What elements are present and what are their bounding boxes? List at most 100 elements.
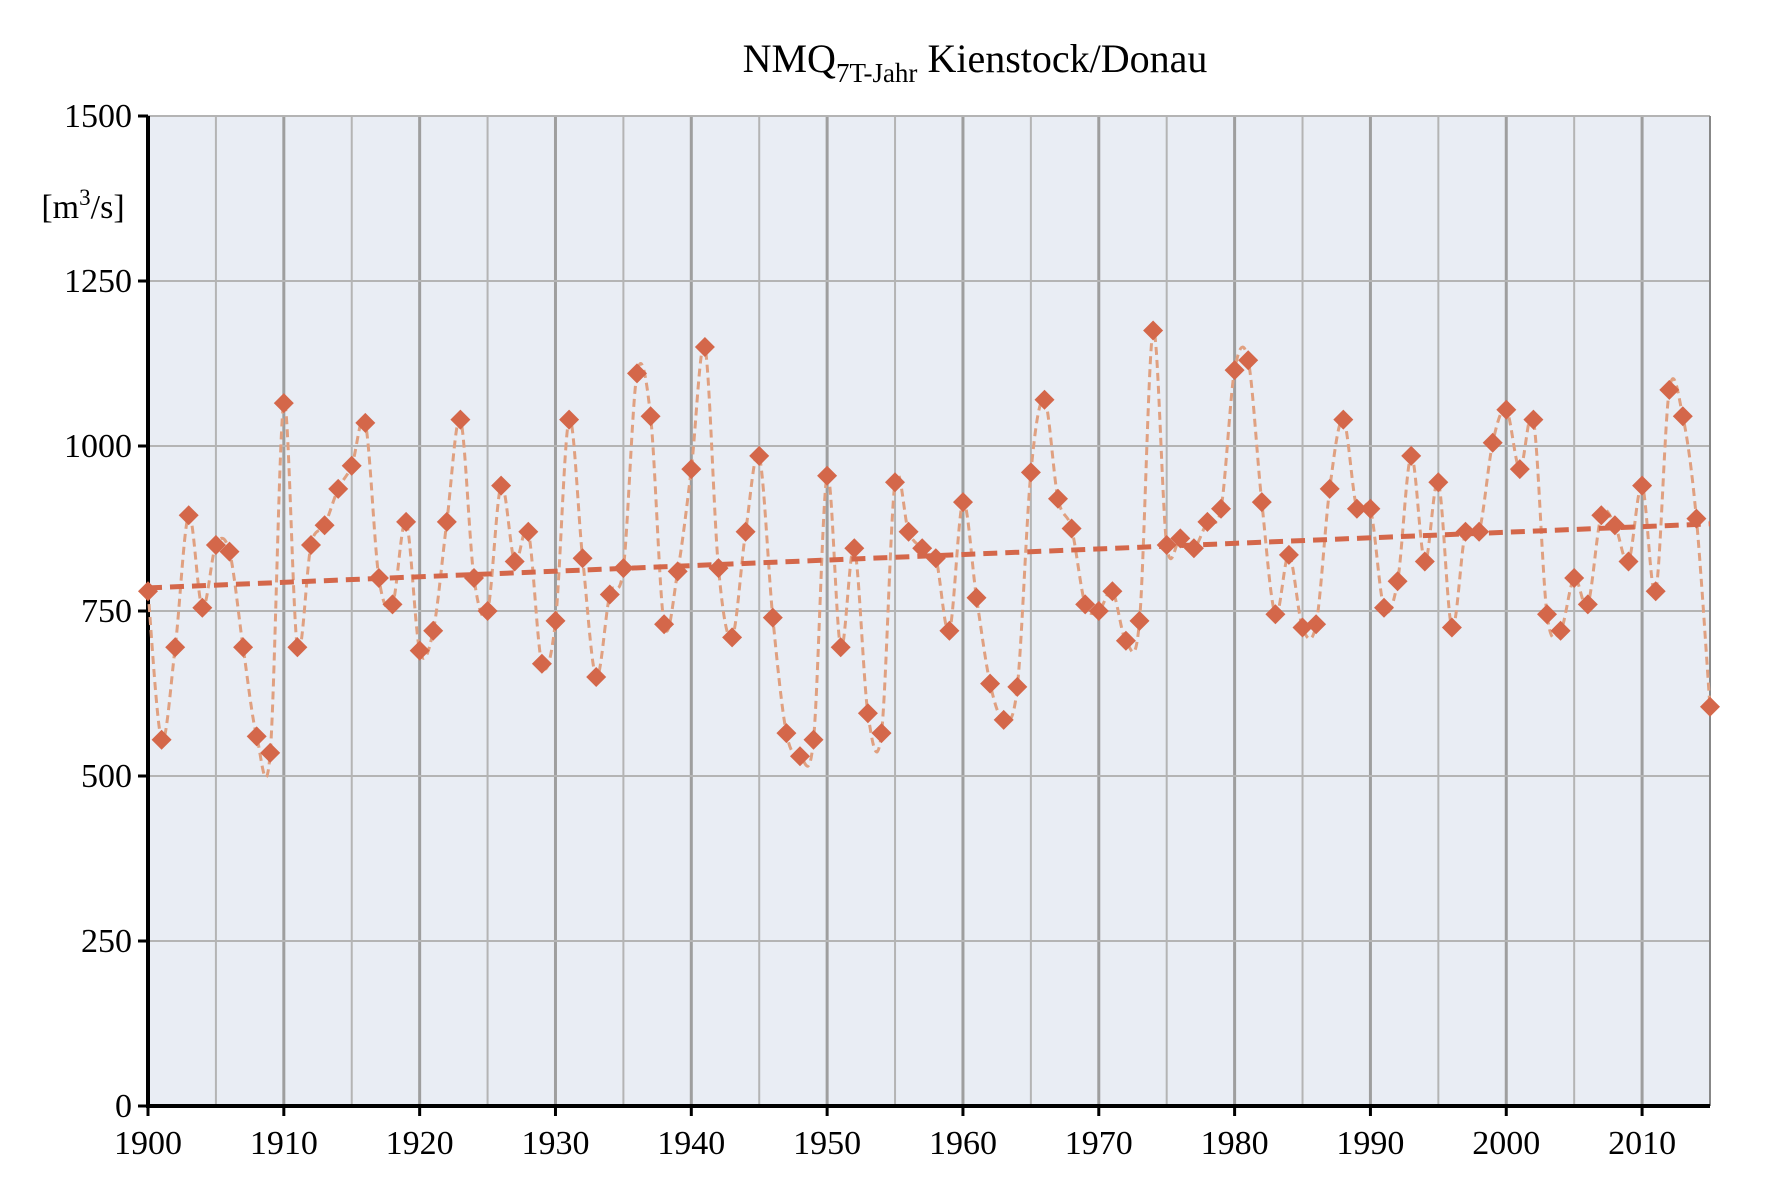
data-point-1940 — [681, 459, 702, 480]
data-point-1963 — [993, 709, 1014, 730]
data-point-1944 — [735, 521, 756, 542]
data-point-2012 — [1659, 379, 1680, 400]
data-point-1935 — [613, 558, 634, 579]
data-point-1978 — [1197, 511, 1218, 532]
data-point-1992 — [1387, 571, 1408, 592]
data-point-2003 — [1537, 604, 1557, 625]
data-point-1989 — [1346, 498, 1367, 519]
y-tick-label-1500: 1500 — [64, 98, 132, 135]
data-point-1924 — [464, 568, 484, 588]
data-point-1974 — [1143, 320, 1164, 341]
data-point-2008 — [1604, 515, 1625, 536]
data-point-1985 — [1292, 617, 1313, 638]
y-tick-label-750: 750 — [81, 593, 132, 630]
data-point-1979 — [1211, 498, 1231, 519]
data-point-1920 — [409, 640, 430, 661]
data-point-1973 — [1129, 610, 1150, 631]
data-point-1961 — [966, 587, 987, 608]
data-point-1960 — [953, 492, 973, 513]
data-point-1929 — [531, 653, 552, 674]
y-tick-label-0: 0 — [115, 1088, 132, 1125]
data-point-1926 — [491, 475, 512, 496]
data-point-1942 — [708, 558, 729, 579]
data-point-1993 — [1401, 445, 1422, 466]
data-point-1917 — [368, 568, 389, 588]
data-point-2010 — [1632, 475, 1653, 496]
y-tick-label-500: 500 — [81, 758, 132, 795]
y-unit-prefix: [m — [41, 189, 79, 226]
x-tick-label-1970: 1970 — [1065, 1125, 1133, 1162]
data-point-1962 — [980, 673, 1001, 694]
x-tick-label-1900: 1900 — [114, 1125, 182, 1162]
data-point-1923 — [450, 409, 471, 430]
data-point-1998 — [1469, 521, 1490, 542]
data-point-1941 — [694, 337, 715, 357]
y-unit-superscript: 3 — [79, 185, 91, 210]
data-point-1951 — [830, 637, 851, 658]
data-point-1933 — [586, 667, 607, 687]
data-point-2005 — [1564, 568, 1585, 588]
data-point-1983 — [1265, 604, 1286, 625]
data-point-1930 — [545, 610, 566, 631]
data-point-1932 — [572, 548, 593, 569]
data-point-1909 — [260, 742, 281, 763]
x-tick-label-2000: 2000 — [1472, 1125, 1540, 1162]
data-point-1990 — [1360, 498, 1381, 519]
x-tick-label-1910: 1910 — [250, 1125, 318, 1162]
data-point-1977 — [1183, 538, 1204, 559]
y-tick-label-1250: 1250 — [64, 263, 132, 300]
chart-title-suffix: Kienstock/Donau — [917, 36, 1207, 81]
data-point-1903 — [178, 505, 199, 526]
data-point-1967 — [1048, 488, 1068, 509]
data-point-1952 — [844, 538, 865, 559]
chart-title-main: NMQ — [743, 36, 836, 81]
data-point-1946 — [762, 607, 783, 628]
data-point-1997 — [1455, 521, 1476, 542]
data-point-1908 — [246, 726, 267, 747]
data-point-1949 — [803, 729, 824, 750]
data-point-1972 — [1115, 630, 1136, 651]
data-point-1914 — [328, 478, 349, 499]
data-point-2001 — [1509, 459, 1530, 480]
data-point-2002 — [1523, 409, 1544, 430]
data-point-1901 — [151, 729, 172, 750]
data-point-1994 — [1414, 551, 1435, 572]
data-point-1912 — [301, 535, 321, 555]
data-point-1996 — [1441, 617, 1462, 638]
data-point-2013 — [1672, 406, 1693, 427]
data-point-1964 — [1007, 676, 1028, 697]
data-point-1956 — [898, 521, 919, 542]
data-point-1984 — [1278, 544, 1299, 565]
data-point-2004 — [1550, 620, 1571, 641]
data-point-1937 — [640, 406, 661, 427]
y-tick-label-250: 250 — [81, 923, 132, 960]
data-point-2000 — [1496, 399, 1517, 420]
data-point-1955 — [885, 472, 905, 493]
data-point-1902 — [165, 637, 186, 658]
data-point-2009 — [1618, 551, 1639, 572]
data-point-1921 — [423, 620, 444, 641]
data-point-1939 — [667, 561, 688, 582]
data-point-1954 — [871, 723, 892, 744]
data-point-1966 — [1034, 389, 1055, 410]
data-point-1910 — [273, 393, 294, 414]
data-point-1958 — [925, 548, 946, 569]
data-point-1922 — [436, 511, 457, 532]
data-point-1905 — [205, 535, 226, 555]
data-point-1918 — [382, 594, 403, 615]
data-point-1906 — [219, 541, 240, 562]
data-point-1911 — [287, 637, 308, 658]
data-point-1987 — [1319, 478, 1340, 499]
chart-title: NMQ7T-Jahr Kienstock/Donau — [743, 36, 1208, 88]
data-point-1945 — [749, 445, 770, 466]
data-point-1915 — [341, 455, 362, 476]
data-point-1931 — [559, 409, 580, 430]
data-point-1919 — [396, 511, 417, 532]
data-point-1988 — [1333, 409, 1354, 430]
plot-area: 0 250 500 750 1000 1250 1500 1900 1910 1920 1930 19… — [64, 98, 1720, 1162]
data-point-1986 — [1306, 614, 1327, 635]
data-point-1925 — [477, 601, 498, 621]
data-point-1913 — [314, 515, 335, 536]
data-point-1968 — [1061, 518, 1082, 539]
